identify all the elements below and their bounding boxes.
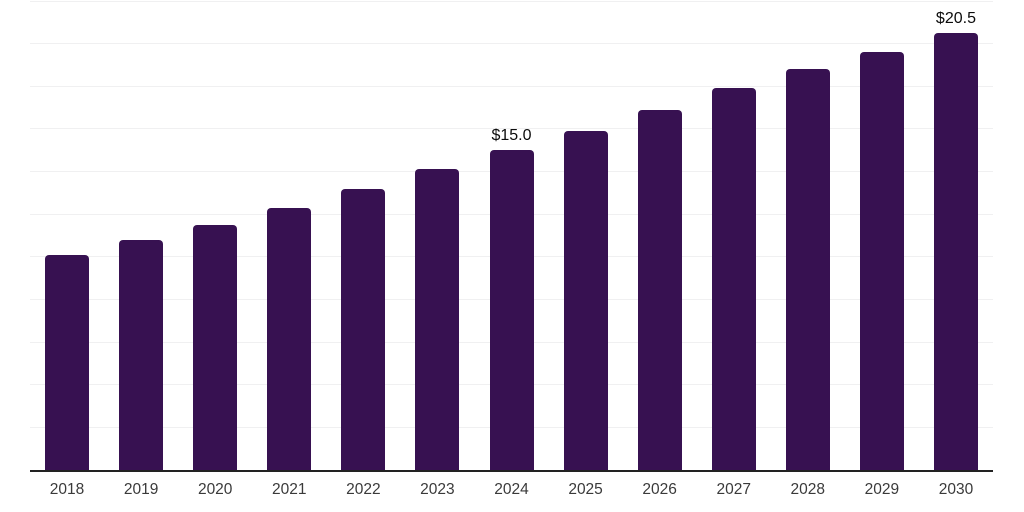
plot-area: $15.0 $20.5 xyxy=(30,0,993,472)
bar-2024 xyxy=(489,150,534,470)
x-tick-label-2022: 2022 xyxy=(346,481,381,498)
bar-2030 xyxy=(933,32,978,470)
x-tick-label-2030: 2030 xyxy=(938,481,974,498)
x-tick-label-2020: 2020 xyxy=(197,481,233,498)
x-tick-label-2027: 2027 xyxy=(716,481,751,498)
gridline-y-18 xyxy=(30,85,993,87)
bar-2022 xyxy=(341,188,386,470)
x-tick-label-2019: 2019 xyxy=(123,481,159,498)
x-tick-label-2025: 2025 xyxy=(568,481,603,498)
gridline-y-16 xyxy=(30,128,993,130)
bar-2026 xyxy=(637,109,682,470)
bar-2027 xyxy=(711,88,756,470)
x-tick-label-2018: 2018 xyxy=(49,481,85,498)
x-tick-label-2021: 2021 xyxy=(272,481,307,498)
x-tick-label-2023: 2023 xyxy=(420,481,455,498)
data-label-2030: $20.5 xyxy=(935,9,976,27)
bar-2019 xyxy=(119,239,164,470)
x-tick-label-2026: 2026 xyxy=(642,481,677,498)
x-tick-label-2029: 2029 xyxy=(864,481,900,498)
gridline-y-22 xyxy=(30,0,993,2)
bar-2029 xyxy=(859,52,904,470)
bar-2021 xyxy=(267,207,312,470)
bar-2020 xyxy=(193,224,238,470)
x-axis-labels: 2018 2019 2020 2021 2022 2023 2024 2025 2026 2027… xyxy=(30,482,993,506)
x-tick-label-2024: 2024 xyxy=(494,481,529,498)
data-label-2024: $15.0 xyxy=(491,127,532,145)
x-tick-label-2028: 2028 xyxy=(790,481,826,498)
gridline-y-20 xyxy=(30,43,993,45)
bar-2028 xyxy=(785,69,830,470)
bar-2018 xyxy=(45,254,90,470)
bar-2023 xyxy=(415,169,460,470)
bar-2025 xyxy=(563,131,608,470)
